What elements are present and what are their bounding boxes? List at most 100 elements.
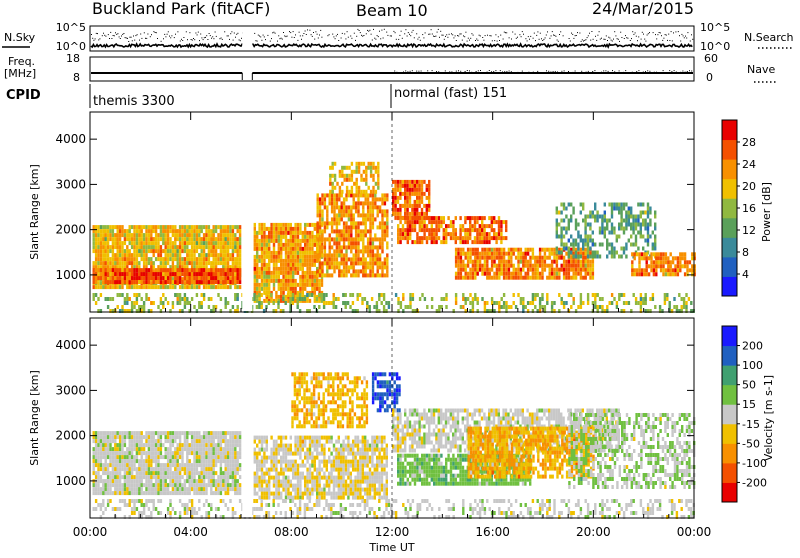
heatmap-cell (239, 237, 241, 241)
heatmap-cell (162, 443, 164, 447)
heatmap-cell (460, 252, 462, 256)
heatmap-cell (275, 279, 277, 283)
heatmap-cell (162, 257, 164, 261)
noise-search-dot (127, 38, 128, 39)
heatmap-cell (372, 178, 374, 182)
heatmap-cell (107, 272, 109, 276)
heatmap-cell (580, 211, 582, 215)
nave-dot (491, 71, 492, 72)
heatmap-cell (138, 447, 140, 451)
heatmap-cell (645, 301, 647, 305)
heatmap-cell (95, 475, 97, 479)
heatmap-cell (532, 297, 534, 301)
nave-dot (500, 70, 501, 71)
heatmap-cell (563, 301, 565, 305)
heatmap-cell (191, 268, 193, 272)
heatmap-cell (399, 196, 401, 200)
heatmap-cell (306, 299, 308, 303)
heatmap-cell (93, 451, 95, 455)
heatmap-cell (217, 276, 219, 280)
heatmap-cell (100, 257, 102, 261)
heatmap-cell (634, 272, 636, 276)
heatmap-cell (258, 293, 260, 297)
heatmap-cell (124, 451, 126, 455)
heatmap-cell (333, 257, 335, 261)
heatmap-cell (126, 229, 128, 233)
heatmap-cell (445, 305, 447, 309)
heatmap-cell (625, 243, 627, 247)
heatmap-cell (580, 203, 582, 207)
heatmap-cell (114, 233, 116, 237)
heatmap-cell (433, 236, 435, 240)
heatmap-cell (237, 229, 239, 233)
heatmap-cell (160, 435, 162, 439)
heatmap-cell (95, 487, 97, 491)
heatmap-cell (486, 276, 488, 280)
heatmap-cell (496, 272, 498, 276)
heatmap-cell (582, 260, 584, 264)
heatmap-cell (404, 180, 406, 184)
heatmap-cell (421, 224, 423, 228)
heatmap-cell (549, 256, 551, 260)
heatmap-cell (402, 224, 404, 228)
heatmap-cell (628, 301, 630, 305)
heatmap-cell (505, 301, 507, 305)
heatmap-cell (440, 216, 442, 220)
heatmap-cell (551, 264, 553, 268)
heatmap-cell (647, 227, 649, 231)
heatmap-cell (534, 276, 536, 280)
heatmap-cell (503, 236, 505, 240)
heatmap-cell (273, 227, 275, 231)
heatmap-cell (642, 301, 644, 305)
heatmap-cell (292, 287, 294, 291)
heatmap-cell (365, 249, 367, 253)
noise-search-dot (541, 38, 542, 39)
heatmap-cell (372, 265, 374, 269)
heatmap-cell (148, 261, 150, 265)
heatmap-cell (642, 297, 644, 301)
heatmap-cell (186, 276, 188, 280)
heatmap-cell (97, 249, 99, 253)
heatmap-cell (160, 276, 162, 280)
heatmap-cell (336, 241, 338, 245)
heatmap-cell (105, 245, 107, 249)
heatmap-cell (112, 249, 114, 253)
heatmap-cell (275, 299, 277, 303)
heatmap-cell (365, 217, 367, 221)
heatmap-cell (155, 272, 157, 276)
noise-search-dot (390, 35, 391, 36)
heatmap-cell (585, 272, 587, 276)
noise-search-dot (624, 38, 625, 39)
heatmap-cell (157, 479, 159, 483)
heatmap-cell (343, 221, 345, 225)
heatmap-cell (304, 235, 306, 239)
heatmap-cell (157, 459, 159, 463)
heatmap-cell (287, 247, 289, 251)
heatmap-cell (270, 271, 272, 275)
heatmap-cell (589, 255, 591, 259)
heatmap-cell (268, 275, 270, 279)
heatmap-cell (174, 241, 176, 245)
heatmap-cell (388, 301, 390, 305)
heatmap-cell (560, 231, 562, 235)
heatmap-cell (501, 268, 503, 272)
noise-search-dot (613, 39, 614, 40)
heatmap-cell (345, 213, 347, 217)
heatmap-cell (205, 241, 207, 245)
heatmap-cell (318, 299, 320, 303)
heatmap-cell (114, 268, 116, 272)
heatmap-cell (232, 272, 234, 276)
noise-search-dot (600, 39, 601, 40)
heatmap-cell (455, 256, 457, 260)
heatmap-cell (563, 219, 565, 223)
heatmap-cell (280, 283, 282, 287)
heatmap-cell (148, 268, 150, 272)
heatmap-cell (167, 280, 169, 284)
heatmap-cell (527, 272, 529, 276)
heatmap-cell (141, 229, 143, 233)
noise-search-dot (656, 38, 657, 39)
heatmap-cell (587, 264, 589, 268)
heatmap-cell (582, 239, 584, 243)
nave-dot (660, 73, 661, 74)
heatmap-cell (186, 285, 188, 289)
